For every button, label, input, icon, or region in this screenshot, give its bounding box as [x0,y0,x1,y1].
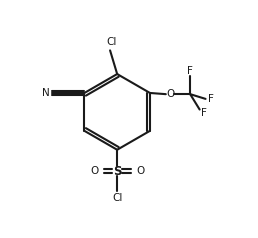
Text: S: S [113,164,122,178]
Text: F: F [187,66,193,76]
Text: O: O [166,89,174,99]
Text: Cl: Cl [112,193,122,203]
Text: O: O [136,166,144,176]
Text: F: F [208,94,214,104]
Text: O: O [90,166,98,176]
Text: F: F [201,108,207,118]
Text: N: N [42,88,50,98]
Text: Cl: Cl [106,37,116,47]
